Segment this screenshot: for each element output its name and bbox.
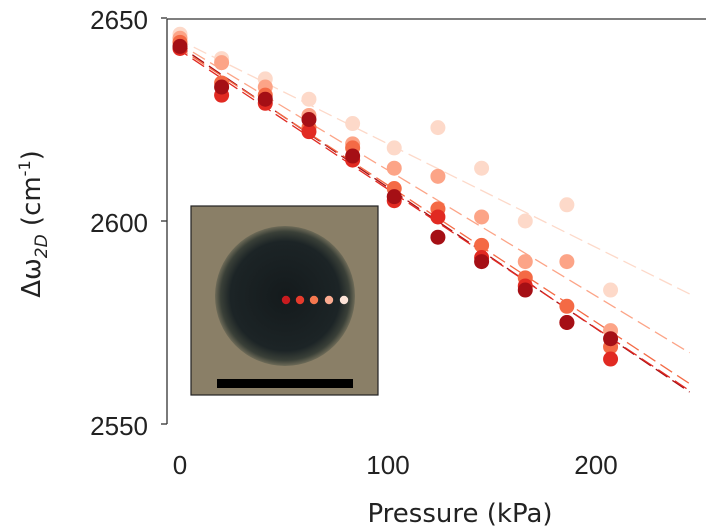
- point-s4-6: [386, 160, 402, 176]
- point-s2-7: [430, 209, 446, 225]
- fit-line-5: [175, 37, 690, 295]
- y-axis-title-unit-close: ): [17, 150, 47, 160]
- point-s4-10: [559, 254, 575, 270]
- point-s1-8: [474, 254, 490, 270]
- y-tick-label-2550: 2550: [90, 411, 148, 441]
- y-axis-title: Δω2D (cm-1): [15, 150, 52, 298]
- point-s2-11: [603, 351, 619, 367]
- inset-dot-4: [324, 295, 334, 305]
- point-s4-7: [430, 168, 446, 184]
- y-tick-label-2600: 2600: [90, 208, 148, 238]
- y-axis-title-unit-open: (cm: [17, 176, 47, 234]
- point-s5-5: [345, 116, 361, 132]
- point-s1-1: [172, 38, 188, 54]
- y-tick-label-2650: 2650: [90, 5, 148, 35]
- x-tick-label-200: 200: [574, 450, 617, 480]
- y-ticks: [161, 17, 167, 425]
- inset-dot-3: [309, 295, 319, 305]
- point-s1-10: [559, 315, 575, 330]
- y-axis-title-prefix: Δω: [17, 258, 47, 298]
- point-s5-7: [430, 120, 446, 136]
- data-points: [172, 26, 619, 367]
- point-s3-8: [474, 237, 490, 253]
- inset-dot-1: [281, 295, 291, 305]
- y-axis-title-subscript: 2D: [32, 234, 52, 258]
- inset-dot-2: [295, 295, 305, 305]
- point-s5-6: [386, 140, 402, 156]
- point-s1-3: [257, 91, 273, 107]
- point-s3-10: [559, 298, 575, 314]
- point-s1-11: [603, 331, 619, 347]
- point-s5-9: [517, 213, 533, 229]
- point-s1-4: [301, 112, 317, 127]
- inset-scale-bar: [217, 379, 353, 388]
- point-s4-9: [517, 254, 533, 270]
- point-s1-9: [517, 282, 533, 298]
- point-s5-11: [603, 282, 619, 298]
- x-tick-label-0: 0: [173, 450, 187, 480]
- point-s4-2: [214, 55, 230, 71]
- point-s1-2: [214, 79, 230, 95]
- point-s5-8: [474, 160, 490, 176]
- point-s2-4: [301, 124, 317, 140]
- point-s5-10: [559, 197, 575, 213]
- point-s1-5: [345, 148, 361, 164]
- inset-micrograph: [190, 205, 379, 396]
- point-s5-4: [301, 91, 317, 107]
- x-axis-title: Pressure (kPa): [367, 499, 552, 529]
- point-s4-8: [474, 209, 490, 225]
- y-axis-title-unit-sup: -1: [15, 160, 34, 176]
- point-s1-7: [430, 229, 446, 245]
- point-s1-6: [386, 189, 402, 205]
- inset-dot-5: [339, 295, 349, 305]
- x-tick-label-100: 100: [366, 450, 409, 480]
